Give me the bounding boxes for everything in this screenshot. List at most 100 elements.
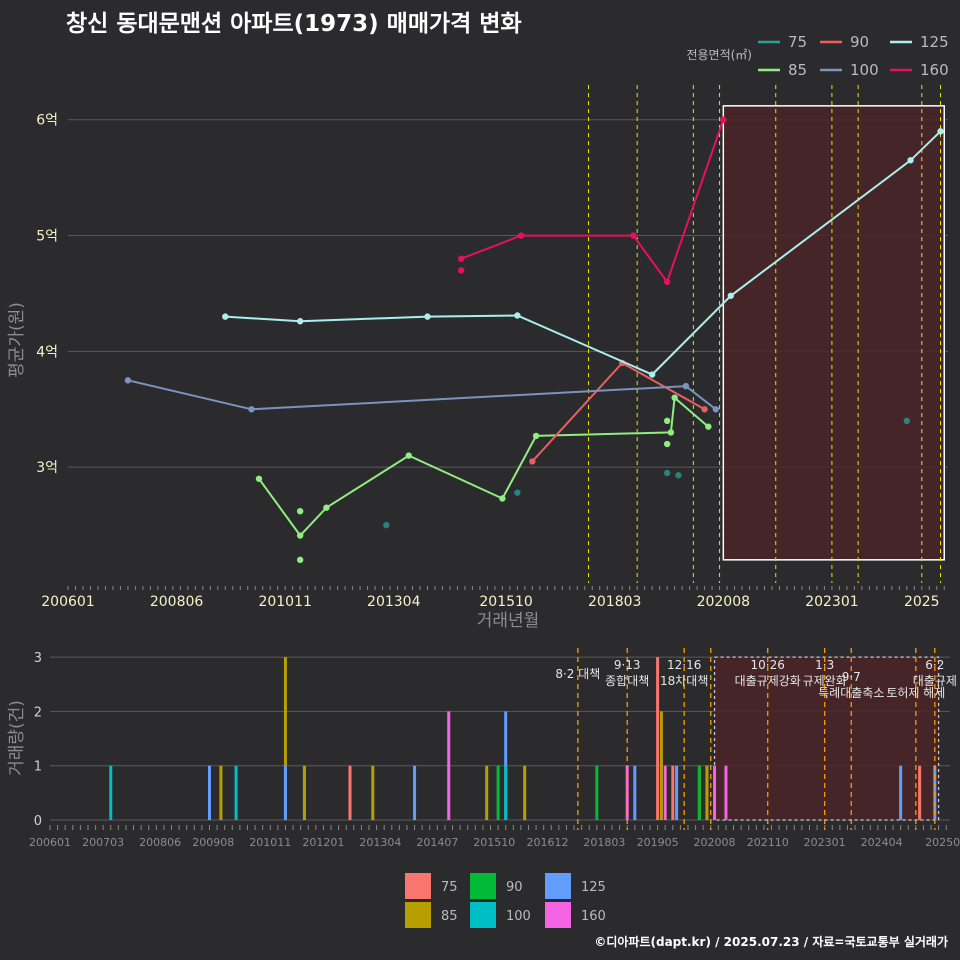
bar-125: [899, 765, 903, 820]
policy-label: 1·3: [815, 658, 834, 672]
policy-label: 18차대책: [660, 673, 708, 688]
x-tick-label: 201011: [249, 836, 291, 849]
bar-legend-label-90: 90: [506, 880, 523, 895]
bar-160: [663, 765, 667, 820]
policy-label: 9·13: [614, 658, 641, 672]
data-point-85: [405, 452, 412, 459]
bar-125: [633, 765, 637, 820]
bar-legend-label-160: 160: [581, 909, 606, 924]
data-point-85: [255, 475, 263, 482]
data-point-85: [499, 495, 506, 502]
x-tick-label: 200908: [192, 836, 234, 849]
x-tick-label: 201201: [302, 836, 344, 849]
legend-label-75: 75: [788, 33, 807, 51]
y-tick-label: 2: [34, 705, 42, 720]
y-axis-label: 거래량(건): [7, 700, 27, 776]
bar-85: [659, 711, 663, 820]
data-point-85: [663, 440, 671, 448]
bar-90: [595, 765, 599, 820]
data-point-90: [529, 458, 536, 465]
bar-100: [504, 765, 508, 820]
data-point-125: [296, 318, 304, 325]
bar-85: [523, 765, 527, 820]
data-point-85: [296, 532, 304, 539]
policy-label: 규제완화: [803, 674, 847, 688]
data-point-100: [248, 406, 255, 413]
data-point-125: [514, 312, 521, 319]
legend-label-160: 160: [920, 61, 949, 79]
series-line-125: [225, 130, 942, 376]
series-line-90: [531, 361, 706, 463]
x-tick-label: 202404: [861, 836, 903, 849]
x-tick-label: 201905: [637, 836, 679, 849]
y-axis-label: 평균가(원): [7, 302, 27, 378]
data-point-160: [663, 278, 671, 286]
bar-legend-label-100: 100: [506, 909, 531, 924]
bar-legend-key-125: [545, 873, 571, 899]
bar-160: [447, 711, 451, 820]
x-tick-label: 201510: [479, 594, 532, 610]
data-point-160: [457, 255, 465, 262]
y-tick-label: 3: [34, 651, 42, 666]
policy-label: 대출규제강화: [735, 674, 801, 688]
data-point-160: [720, 116, 727, 123]
bar-125: [283, 765, 287, 820]
data-point-125: [907, 157, 914, 164]
policy-label: 특례대출축소: [818, 686, 884, 700]
y-tick-label: 3억: [36, 460, 58, 476]
y-tick-label: 6억: [36, 113, 58, 129]
bar-90: [496, 765, 500, 820]
policy-label: 12·16: [667, 658, 701, 672]
data-point-160: [630, 232, 637, 239]
x-tick-label: 200601: [41, 594, 94, 610]
bar-85: [371, 765, 375, 820]
data-point-75: [903, 417, 911, 425]
legends: 전용면적(㎡) 75 85 90 100 125 160 75 85 90 100 125 160: [405, 33, 949, 928]
data-point-90: [701, 406, 708, 413]
x-tick-label: 201612: [526, 836, 568, 849]
legend-label-90: 90: [850, 33, 869, 51]
x-tick-label: 202301: [805, 594, 858, 610]
x-tick-label: 201803: [588, 594, 641, 610]
bar-75: [348, 765, 352, 820]
policy-label: 10·26: [751, 658, 785, 672]
x-tick-label: 202110: [747, 836, 789, 849]
data-point-125: [648, 371, 656, 378]
bar-85: [705, 765, 709, 820]
bar-85: [485, 765, 489, 820]
data-point-160: [517, 232, 525, 239]
x-tick-label: 201011: [258, 594, 311, 610]
policy-label: 종합대책: [605, 673, 649, 688]
bar-legend-label-75: 75: [441, 880, 458, 895]
data-point-75: [675, 472, 682, 479]
data-point-85: [667, 429, 675, 436]
policy-label: 9·7: [842, 670, 861, 684]
bar-legend-key-100: [470, 902, 496, 928]
data-point-85: [323, 504, 330, 511]
bar-legend-key-90: [470, 873, 496, 899]
y-tick-label: 5억: [36, 229, 58, 245]
bar-90: [697, 765, 701, 820]
y-tick-label: 0: [34, 814, 42, 829]
chart-title: 창신 동대문맨션 아파트(1973) 매매가격 변화: [66, 11, 522, 37]
bar-100: [234, 765, 238, 820]
legend-title: 전용면적(㎡): [686, 48, 752, 62]
data-point-125: [727, 292, 735, 299]
data-point-85: [671, 394, 678, 401]
x-tick-label: 200806: [139, 836, 181, 849]
x-tick-label: 201803: [583, 836, 625, 849]
bar-85: [219, 765, 223, 820]
policy-label: 대출규제: [913, 674, 957, 688]
data-point-160: [457, 267, 465, 274]
x-tick-label: 202008: [697, 594, 750, 610]
data-point-85: [532, 432, 540, 440]
bar-85: [302, 765, 306, 820]
data-point-100: [682, 382, 690, 390]
x-tick-label: 202509: [925, 836, 960, 849]
x-tick-label: 2025: [904, 594, 940, 610]
data-point-125: [424, 313, 431, 320]
x-tick-label: 201407: [416, 836, 458, 849]
series-line-100: [127, 379, 717, 411]
bar-85: [283, 657, 287, 820]
